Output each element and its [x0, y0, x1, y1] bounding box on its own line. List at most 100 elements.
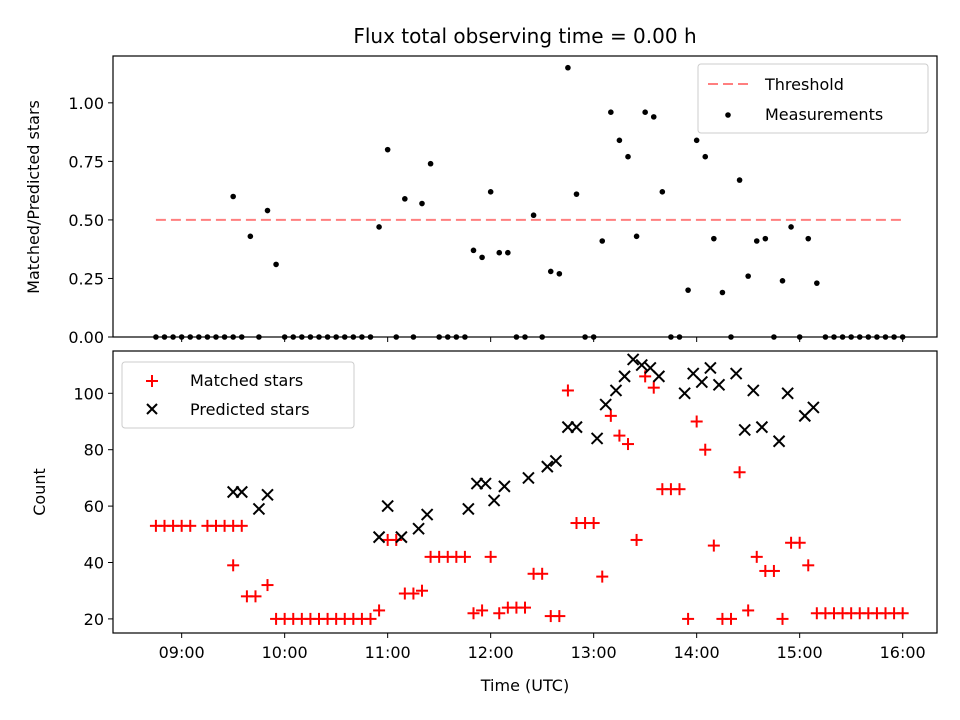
measurement-point [779, 278, 786, 284]
predicted-star-point [678, 387, 691, 400]
top-y-axis-label: Matched/Predicted stars [24, 100, 43, 294]
measurement-point [745, 273, 751, 279]
matched-star-point [373, 604, 386, 617]
top-y-tick-label: 1.00 [68, 94, 104, 113]
matched-star-point [896, 607, 909, 620]
predicted-star-stroke [652, 370, 666, 383]
predicted-star-point [252, 502, 266, 516]
predicted-star-point [755, 420, 769, 434]
predicted-star-point [420, 508, 434, 521]
predicted-star-stroke [781, 387, 794, 400]
predicted-star-point [462, 502, 475, 516]
chart-title: Flux total observing time = 0.00 h [353, 24, 696, 48]
predicted-star-stroke [412, 522, 425, 535]
matched-star-point [553, 610, 566, 623]
top-legend: Threshold Measurements [697, 63, 929, 134]
matched-star-point [647, 381, 660, 394]
measurement-point [659, 189, 666, 195]
matched-star-point [596, 570, 609, 583]
predicted-star-stroke [807, 401, 820, 414]
bottom-x-axis-label: Time (UTC) [480, 676, 569, 695]
matched-star-point [493, 607, 506, 620]
measurement-point [650, 114, 657, 120]
predicted-star-point [747, 384, 760, 397]
predicted-star-stroke [522, 471, 535, 485]
matched-star-point [390, 533, 403, 546]
predicted-star-point [372, 530, 386, 544]
matched-star-point [707, 539, 720, 552]
predicted-star-stroke [704, 361, 717, 375]
legend-matched-swatch [146, 375, 158, 387]
predicted-star-stroke [599, 398, 612, 411]
predicted-star-point [712, 378, 726, 392]
matched-star-point [467, 607, 480, 620]
bottom-legend-frame [121, 361, 355, 429]
measurement-point [479, 254, 485, 261]
measurement-point [642, 109, 648, 115]
top-y-tick-label: 0.25 [68, 269, 104, 288]
bottom-x-tick-label: 11:00 [365, 643, 411, 662]
measurement-point [273, 261, 279, 268]
matched-star-point [364, 612, 377, 625]
predicted-star-point [618, 370, 631, 383]
predicted-star-stroke [590, 432, 604, 445]
top-y-tick-label: 0.75 [68, 152, 104, 171]
predicted-star-point [609, 384, 623, 397]
matched-star-point [407, 587, 420, 600]
predicted-star-point [626, 353, 640, 366]
predicted-star-point [549, 454, 563, 468]
measurement-point [247, 233, 254, 240]
top-axis-ticks: 0.00 0.25 0.50 0.75 1.00 [68, 94, 904, 347]
matched-star-point [561, 384, 574, 397]
predicted-star-stroke [487, 494, 501, 507]
matched-star-point [227, 559, 240, 572]
predicted-star-stroke [729, 367, 743, 380]
bottom-x-tick-label: 14:00 [674, 643, 720, 662]
predicted-star-point [570, 420, 583, 434]
predicted-star-point [652, 370, 666, 383]
matched-star-point [622, 438, 634, 451]
predicted-star-stroke [712, 378, 726, 392]
predicted-star-point [781, 387, 794, 400]
legend-matched-label: Matched stars [190, 371, 303, 390]
predicted-star-stroke [695, 375, 709, 389]
matched-star-point [484, 550, 497, 563]
bottom-points-layer [149, 353, 909, 625]
measurement-point [402, 196, 408, 202]
bottom-plot-frame [112, 350, 938, 634]
predicted-star-point [738, 423, 751, 437]
matched-star-point [613, 429, 626, 442]
matched-star-point [458, 550, 471, 563]
measurement-point [470, 247, 477, 254]
matched-star-point [476, 604, 489, 617]
predicted-star-stroke [772, 435, 786, 448]
bottom-panel: 09:00 10:00 11:00 12:00 13:00 14:00 15:00 16:00… [30, 350, 938, 695]
legend-predicted-swatch [146, 403, 158, 415]
predicted-star-stroke [687, 367, 700, 380]
predicted-star-stroke [462, 502, 475, 516]
bottom-legend: Matched stars Predicted stars [121, 361, 355, 429]
measurement-point [599, 238, 606, 244]
measurement-point [487, 189, 494, 195]
predicted-star-stroke [395, 530, 408, 544]
measurement-point [608, 109, 614, 115]
predicted-star-stroke [252, 502, 266, 516]
top-y-tick-label: 0.00 [68, 328, 104, 347]
measurement-point [384, 146, 391, 153]
bottom-x-tick-label: 09:00 [159, 643, 205, 662]
measurement-point [419, 200, 425, 207]
measurement-point [496, 249, 503, 256]
measurement-point [753, 238, 760, 244]
bottom-y-tick-label: 60 [84, 497, 104, 516]
matched-star-point [536, 567, 549, 580]
bottom-y-tick-label: 40 [84, 554, 104, 573]
measurement-point [547, 268, 554, 275]
measurement-point [788, 224, 794, 230]
predicted-star-point [522, 471, 535, 485]
measurement-point [616, 137, 623, 144]
legend-threshold-label: Threshold [764, 75, 844, 94]
predicted-star-point [541, 460, 554, 473]
predicted-star-stroke [549, 454, 563, 468]
matched-star-point [802, 559, 815, 572]
